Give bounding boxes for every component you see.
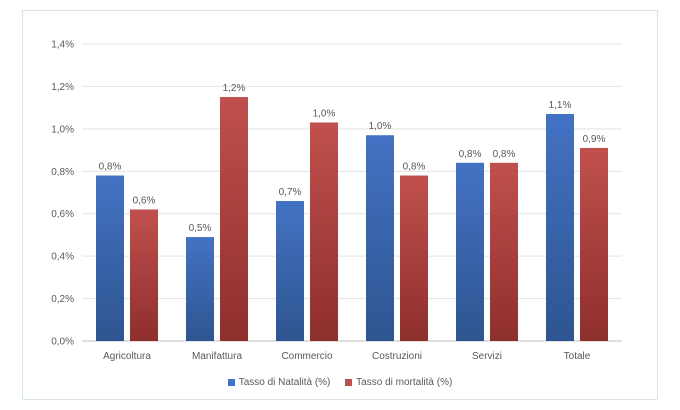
bar-mortalita	[490, 162, 518, 341]
legend-label-natalita: Tasso di Natalità (%)	[238, 377, 331, 388]
legend-item-natalita: Tasso di Natalità (%)	[227, 377, 331, 388]
data-label: 0,8%	[493, 149, 516, 160]
y-axis-ticks: 0,0% 0,2% 0,4% 0,6% 0,8% 1,0% 1,2% 1,4%	[51, 40, 74, 348]
bar-natalita	[366, 135, 394, 341]
bar-natalita	[96, 175, 124, 341]
data-label: 0,7%	[279, 187, 302, 198]
data-label: 0,8%	[99, 162, 122, 173]
bar-natalita	[546, 114, 574, 341]
x-axis-ticks: Agricoltura Manifattura Commercio Costruzio…	[103, 351, 591, 362]
legend-label-mortalita: Tasso di mortalità (%)	[356, 377, 453, 388]
data-label: 1,1%	[549, 100, 572, 111]
data-labels: 0,8% 0,6% 0,5% 1,2% 0,7% 1,0% 1,0% 0,8% 0,8% 0,8%…	[99, 83, 606, 234]
x-tick-label: Commercio	[281, 351, 333, 362]
x-tick-label: Totale	[564, 351, 591, 362]
data-label: 0,6%	[133, 195, 156, 206]
bar-natalita	[186, 237, 214, 341]
x-tick-label: Servizi	[472, 351, 502, 362]
data-label: 1,0%	[313, 108, 336, 119]
bar-mortalita	[130, 209, 158, 341]
bar-mortalita	[580, 147, 608, 341]
y-tick-label: 0,0%	[51, 337, 74, 348]
bar-mortalita	[400, 175, 428, 341]
data-label: 0,9%	[583, 134, 606, 145]
legend-item-mortalita: Tasso di mortalità (%)	[345, 377, 452, 388]
y-tick-label: 0,2%	[51, 294, 74, 305]
data-label: 1,0%	[369, 121, 392, 132]
y-tick-label: 1,4%	[51, 40, 74, 51]
legend: Tasso di Natalità (%) Tasso di mortalità…	[0, 377, 680, 389]
bar-natalita	[276, 200, 304, 341]
x-tick-label: Costruzioni	[372, 351, 422, 362]
legend-swatch-mortalita	[345, 379, 353, 386]
bar-mortalita	[220, 97, 248, 342]
data-label: 1,2%	[223, 83, 246, 94]
bar-natalita	[456, 162, 484, 341]
x-tick-label: Manifattura	[192, 351, 242, 362]
y-tick-label: 0,6%	[51, 209, 74, 220]
y-tick-label: 1,0%	[51, 124, 74, 135]
bar-mortalita	[310, 122, 338, 341]
gridlines	[82, 43, 622, 342]
data-label: 0,8%	[403, 162, 426, 173]
x-tick-label: Agricoltura	[103, 351, 151, 362]
y-tick-label: 1,2%	[51, 82, 74, 93]
data-label: 0,8%	[459, 149, 482, 160]
legend-swatch-natalita	[227, 379, 235, 386]
data-label: 0,5%	[189, 223, 212, 234]
y-tick-label: 0,8%	[51, 167, 74, 178]
y-tick-label: 0,4%	[51, 252, 74, 263]
bars	[96, 97, 608, 342]
